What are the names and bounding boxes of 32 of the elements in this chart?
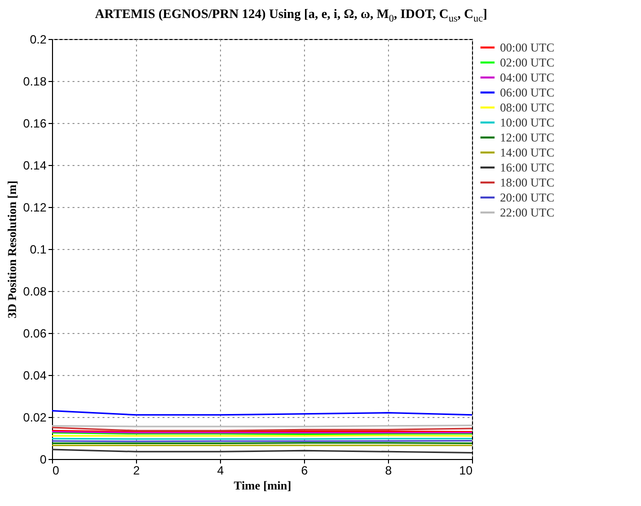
legend-label: 18:00 UTC xyxy=(500,176,554,190)
x-tick-label: 0 xyxy=(52,464,60,478)
legend-label: 10:00 UTC xyxy=(500,116,554,130)
y-tick-label: 0.12 xyxy=(23,200,47,214)
y-tick-label: 0.1 xyxy=(30,242,47,256)
y-tick-label: 0.2 xyxy=(30,32,47,46)
legend-label: 08:00 UTC xyxy=(500,100,554,114)
x-tick-label: 8 xyxy=(385,464,392,478)
legend-label: 12:00 UTC xyxy=(500,130,554,144)
legend-label: 02:00 UTC xyxy=(500,56,554,70)
legend-label: 04:00 UTC xyxy=(500,70,554,84)
y-tick-label: 0.14 xyxy=(23,158,47,172)
y-tick-label: 0.18 xyxy=(23,74,47,88)
y-axis-title: 3D Position Resolution [m] xyxy=(5,180,20,318)
x-axis-title: Time [min] xyxy=(234,478,292,492)
y-tick-label: 0.08 xyxy=(23,284,47,298)
x-tick-label: 4 xyxy=(217,464,224,478)
legend-label: 16:00 UTC xyxy=(500,160,554,174)
y-tick-label: 0.02 xyxy=(23,410,47,424)
legend-label: 06:00 UTC xyxy=(500,86,554,100)
x-tick-label: 2 xyxy=(133,464,140,478)
y-tick-label: 0.16 xyxy=(23,116,47,130)
x-tick-label: 6 xyxy=(301,464,308,478)
chart-title: ARTEMIS (EGNOS/PRN 124) Using [a, e, i, Ω, ω, M$_{0}$, IDOT, C$_{us}$, C$_{uc}$] xyxy=(94,5,488,27)
legend-label: 00:00 UTC xyxy=(500,40,554,54)
y-tick-label: 0.04 xyxy=(23,368,47,382)
y-tick-label: 0 xyxy=(40,452,47,466)
legend-label: 20:00 UTC xyxy=(500,190,554,204)
x-tick-label: 10 xyxy=(459,464,473,478)
y-tick-label: 0.06 xyxy=(23,326,47,340)
legend-label: 14:00 UTC xyxy=(500,146,554,160)
legend-label: 22:00 UTC xyxy=(500,206,554,220)
